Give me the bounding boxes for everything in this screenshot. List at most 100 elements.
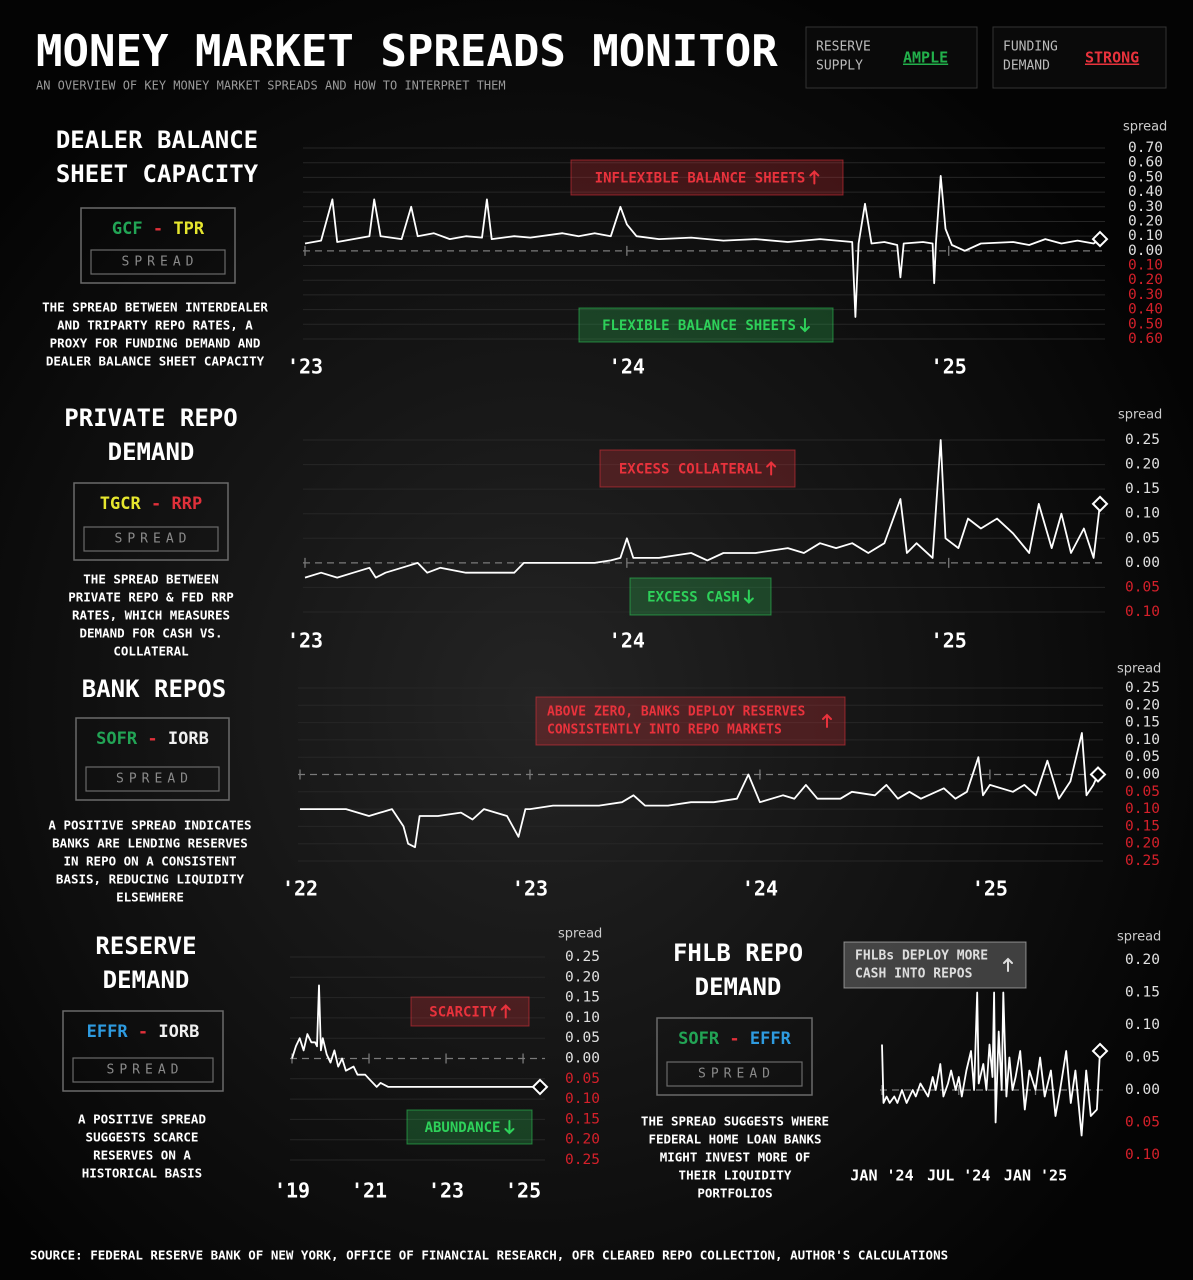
spread-line — [291, 984, 540, 1088]
annotation-text: CASH INTO REPOS — [855, 967, 973, 982]
y-tick-label: 0.15 — [1125, 481, 1160, 497]
x-tick-label: JUL '24 — [927, 1167, 990, 1185]
description: HISTORICAL BASIS — [82, 1166, 202, 1181]
formula-label: SPREAD — [115, 532, 192, 547]
badge-value: STRONG — [1085, 49, 1139, 67]
description: SUGGESTS SCARCE — [86, 1130, 199, 1145]
x-tick-label: '23 — [512, 877, 548, 901]
x-tick-label: '25 — [931, 629, 967, 653]
annotation-text: ABUNDANCE — [425, 1120, 501, 1136]
chart: PRIVATE REPO DEMAND TGCR - RRP SPREAD THE SP… — [64, 404, 1162, 659]
y-tick-label: 0.15 — [565, 1111, 600, 1127]
y-tick-label: 0.00 — [1125, 1082, 1160, 1098]
chart: DEALER BALANCE SHEET CAPACITY GCF - TPR SPR… — [42, 120, 1167, 379]
y-tick-label: 0.10 — [1125, 1147, 1160, 1163]
y-tick-label: 0.25 — [565, 949, 600, 965]
annotation-text: INFLEXIBLE BALANCE SHEETS — [595, 171, 806, 187]
x-tick-label: '23 — [428, 1179, 464, 1203]
annotation-box — [406, 1109, 533, 1145]
y-tick-label: 0.00 — [1125, 767, 1160, 783]
y-tick-label: 0.50 — [1128, 169, 1163, 185]
x-tick-label: '24 — [609, 629, 645, 653]
y-tick-label: 0.20 — [565, 969, 600, 985]
description: RATES, WHICH MEASURES — [72, 608, 230, 623]
badge-label: FUNDING — [1003, 40, 1058, 55]
last-point — [1091, 495, 1109, 513]
y-tick-label: 0.15 — [1125, 985, 1160, 1001]
y-tick-label: 0.05 — [1125, 1050, 1160, 1066]
spread-line — [304, 439, 1101, 579]
y-tick-label: 0.20 — [1128, 272, 1163, 288]
description: PORTFOLIOS — [697, 1186, 772, 1201]
description: THEIR LIQUIDITY — [679, 1168, 792, 1183]
description: PRIVATE REPO & FED RRP — [68, 590, 234, 605]
y-tick-label: 0.25 — [565, 1152, 600, 1168]
source: SOURCE: FEDERAL RESERVE BANK OF NEW YORK… — [30, 1248, 948, 1263]
x-tick-label: '25 — [505, 1179, 541, 1203]
y-tick-label: 0.60 — [1128, 331, 1163, 347]
y-tick-label: 0.05 — [565, 1030, 600, 1046]
badge-label: RESERVE — [816, 40, 871, 55]
formula-part: EFFR — [87, 1022, 129, 1042]
annotation-box — [629, 577, 772, 616]
page-subtitle: AN OVERVIEW OF KEY MONEY MARKET SPREADS … — [36, 79, 506, 93]
description: MIGHT INVEST MORE OF — [660, 1150, 811, 1165]
y-tick-label: 0.00 — [1128, 243, 1163, 259]
y-tick-label: 0.20 — [1125, 836, 1160, 852]
formula-label-box — [90, 249, 226, 275]
chart-title: BANK REPOS — [82, 675, 227, 703]
formula-box — [656, 1017, 813, 1096]
x-tick-label: JAN '24 — [850, 1167, 913, 1185]
formula: SOFR - EFFR — [678, 1029, 791, 1049]
x-tick-label: '25 — [972, 877, 1008, 901]
formula-part: IORB — [168, 729, 209, 749]
chart: RESERVE DEMAND EFFR - IORB SPREAD A POSITIVE… — [62, 927, 602, 1203]
y-tick-label: 0.00 — [565, 1051, 600, 1067]
annotation-arrow — [504, 1120, 515, 1135]
annotation-text: FHLBs DEPLOY MORE — [855, 949, 988, 964]
y-tick-label: 0.10 — [565, 1091, 600, 1107]
annotation-arrow — [822, 713, 832, 728]
x-tick-label: JAN '25 — [1004, 1167, 1067, 1185]
description: PROXY FOR FUNDING DEMAND AND — [50, 336, 261, 351]
description: THE SPREAD BETWEEN — [83, 572, 218, 587]
formula-label: SPREAD — [116, 772, 193, 787]
formula-part: GCF — [112, 219, 143, 239]
formula-label-box — [83, 526, 219, 552]
annotation-box — [410, 996, 530, 1027]
spread-line — [304, 175, 1101, 318]
y-tick-label: 0.15 — [565, 990, 600, 1006]
y-tick-label: 0.60 — [1128, 155, 1163, 171]
y-tick-label: 0.10 — [1125, 1017, 1160, 1033]
y-tick-label: 0.30 — [1128, 287, 1163, 303]
formula-label-box — [72, 1057, 214, 1083]
annotation-arrow — [1003, 957, 1013, 972]
formula-part: EFFR — [750, 1029, 792, 1049]
y-tick-label: 0.25 — [1125, 680, 1160, 696]
formula-part: - — [729, 1029, 739, 1049]
annotation-arrow — [766, 461, 777, 476]
y-tick-label: 0.25 — [1125, 432, 1160, 448]
formula: GCF - TPR — [112, 219, 205, 239]
x-tick-label: '25 — [931, 355, 967, 379]
description: IN REPO ON A CONSISTENT — [63, 854, 236, 869]
formula-part: TGCR — [100, 494, 142, 514]
annotation-box — [578, 307, 834, 343]
annotation-box — [570, 159, 844, 196]
annotation-box — [843, 941, 1027, 989]
formula-box — [62, 1010, 224, 1092]
spread-line — [881, 991, 1101, 1137]
y-tick-label: 0.10 — [565, 1010, 600, 1026]
chart-title: FHLB REPO — [673, 939, 803, 967]
formula-part: - — [151, 494, 161, 514]
formula-part: - — [153, 219, 163, 239]
chart: BANK REPOS SOFR - IORB SPREAD A POSITIVE SP… — [48, 662, 1161, 905]
y-tick-label: 0.10 — [1125, 732, 1160, 748]
badge-label: SUPPLY — [816, 59, 863, 74]
x-tick-label: '23 — [287, 355, 323, 379]
y-axis-label: spread — [1123, 120, 1167, 135]
annotation-arrow — [500, 1004, 511, 1019]
last-point — [1089, 766, 1107, 783]
chart-title: SHEET CAPACITY — [56, 160, 259, 188]
x-tick-label: '24 — [609, 355, 645, 379]
